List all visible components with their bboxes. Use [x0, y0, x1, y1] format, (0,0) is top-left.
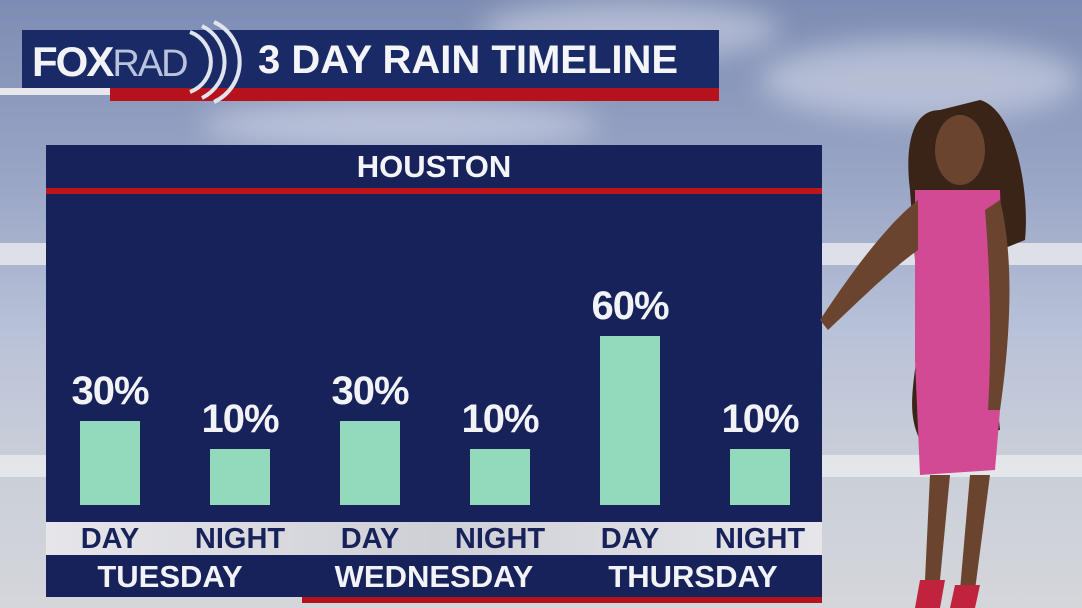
- period-label: NIGHT: [454, 523, 546, 555]
- period-row: DAY NIGHT DAY NIGHT DAY NIGHT: [46, 522, 822, 555]
- bar-value-label: 10%: [721, 397, 799, 441]
- bar: [730, 449, 790, 505]
- chart-title: HOUSTON: [356, 149, 512, 184]
- title-red-stripe: [110, 88, 719, 101]
- bottom-red-stripe: [302, 597, 822, 603]
- period-label: DAY: [80, 523, 140, 555]
- bar-value-label: 30%: [331, 369, 409, 413]
- period-label: DAY: [600, 523, 660, 555]
- bar-value-label: 60%: [591, 284, 669, 328]
- bar: [80, 421, 140, 505]
- presenter: [820, 100, 1026, 608]
- page-title: 3 DAY RAIN TIMELINE: [258, 38, 679, 82]
- bar-value-label: 10%: [461, 397, 539, 441]
- bar: [340, 421, 400, 505]
- title-divider: [46, 188, 822, 194]
- bar: [600, 336, 660, 505]
- day-label-thursday: THURSDAY: [608, 559, 778, 594]
- bar: [210, 449, 270, 505]
- title-accent: [0, 88, 110, 95]
- foxrad-logo: FOXRAD: [32, 38, 189, 85]
- period-label: NIGHT: [714, 523, 806, 555]
- cloud: [200, 100, 600, 150]
- rain-chart-panel: HOUSTON DAY NIGHT DAY NIGHT DAY NIGHT TUESDAY…: [46, 145, 822, 597]
- period-label: DAY: [340, 523, 400, 555]
- title-banner: [22, 30, 719, 88]
- day-label-tuesday: TUESDAY: [97, 559, 243, 594]
- day-label-wednesday: WEDNESDAY: [334, 559, 534, 594]
- bar: [470, 449, 530, 505]
- radar-rings-icon: [189, 20, 242, 104]
- cloud: [760, 40, 1080, 120]
- bar-value-label: 30%: [71, 369, 149, 413]
- bar-value-label: 10%: [201, 397, 279, 441]
- period-label: NIGHT: [194, 523, 286, 555]
